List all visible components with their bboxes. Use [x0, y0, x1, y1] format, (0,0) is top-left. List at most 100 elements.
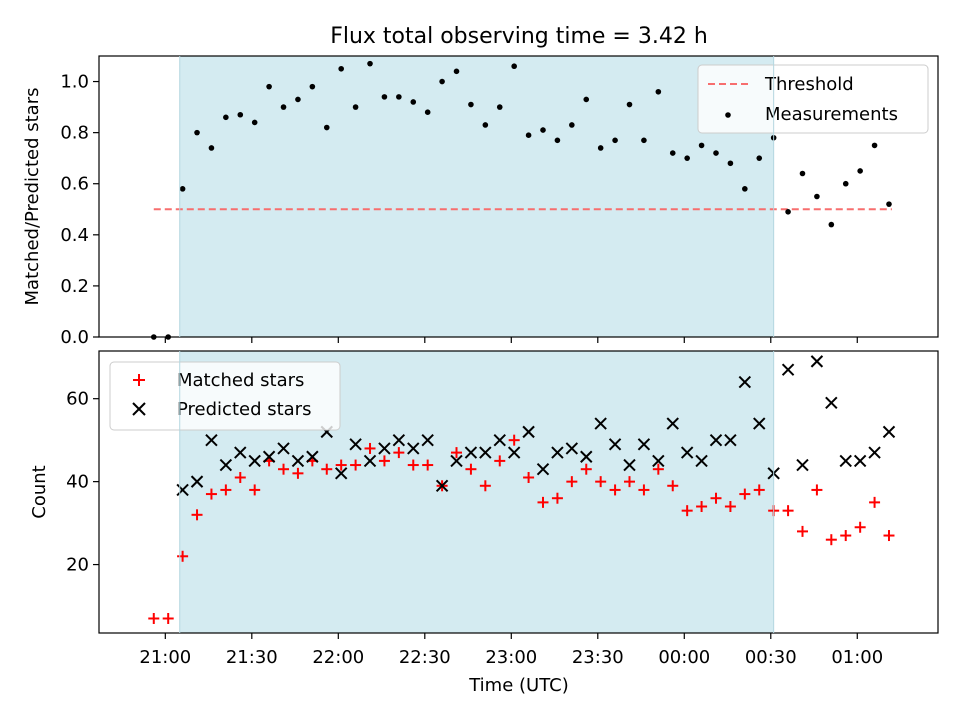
measurements-series	[150, 60, 892, 340]
matched-stars-point	[321, 463, 333, 475]
measurement-point	[857, 168, 863, 174]
top-legend: Threshold Measurements	[697, 64, 929, 134]
x-tick-label: 23:30	[572, 647, 624, 668]
measurement-point	[453, 68, 460, 75]
predicted-stars-point	[176, 483, 189, 497]
measurement-point	[496, 104, 503, 110]
measurement-point	[237, 111, 244, 118]
measurement-point	[439, 78, 445, 85]
matched-stars-point	[205, 488, 217, 500]
matched-stars-point	[465, 463, 477, 475]
measurement-point	[569, 122, 575, 128]
predicted-stars-point	[882, 425, 896, 439]
measurement-point	[583, 96, 590, 103]
measurement-point	[280, 104, 287, 110]
bottom-legend-box	[109, 361, 341, 431]
measurement-point	[669, 150, 676, 156]
matched-stars-point	[580, 463, 592, 475]
predicted-stars-point	[450, 454, 463, 468]
predicted-stars-point	[507, 446, 521, 459]
legend-matched-swatch	[133, 374, 145, 386]
measurement-point	[842, 180, 849, 187]
top-observing-window-shade	[179, 56, 774, 337]
predicted-stars-point	[724, 433, 737, 447]
matched-stars-point	[854, 521, 866, 533]
top-y-tick-label: 0.4	[60, 225, 89, 246]
measurement-point	[756, 155, 763, 161]
matched-stars-point	[234, 471, 246, 483]
predicted-stars-point	[680, 446, 694, 459]
matched-stars-point	[162, 612, 174, 624]
top-y-tick-label: 0.2	[60, 276, 89, 297]
predicted-stars-point	[753, 417, 766, 430]
predicted-stars-point	[392, 433, 406, 447]
measurement-point	[424, 109, 431, 115]
matched-stars-point	[638, 484, 650, 496]
matched-stars-point	[537, 496, 549, 508]
measurement-point	[396, 94, 402, 100]
matched-stars-point	[739, 488, 751, 500]
predicted-stars-point	[652, 454, 665, 468]
predicted-stars-point	[248, 454, 261, 468]
matched-stars-point	[724, 501, 736, 513]
matched-stars-point	[422, 459, 434, 471]
top-legend-box	[697, 64, 929, 134]
measurement-point	[208, 145, 215, 151]
bottom-y-axis-ticks: 20 40 60	[66, 389, 99, 576]
predicted-stars-point	[580, 450, 593, 463]
measurement-point	[468, 101, 474, 108]
measurement-point	[323, 124, 330, 131]
predicted-stars-point	[738, 375, 752, 389]
predicted-stars-point	[825, 396, 838, 410]
predicted-stars-point	[493, 433, 506, 447]
top-y-tick-label: 0.6	[60, 174, 89, 195]
matched-stars-point	[796, 525, 808, 537]
matched-stars-point	[451, 447, 463, 459]
predicted-stars-point	[781, 363, 795, 376]
x-tick-label: 21:30	[226, 647, 278, 668]
measurement-point	[266, 83, 272, 90]
measurement-point	[698, 142, 705, 149]
measurement-point	[525, 132, 532, 138]
measurement-point	[612, 137, 618, 144]
predicted-stars-point	[594, 417, 607, 430]
measurement-point	[295, 96, 301, 103]
measurement-point	[641, 137, 647, 144]
bottom-panel: 20 40 60 21:00 21:30 22:00 22:30 23:00 23:30 00:…	[29, 350, 939, 696]
x-tick-label: 23:00	[485, 647, 537, 668]
measurement-point	[251, 119, 258, 126]
measurement-point	[828, 221, 835, 228]
predicted-stars-point	[695, 454, 708, 468]
measurement-point	[511, 63, 517, 70]
predicted-stars-point	[277, 442, 290, 455]
measurement-point	[352, 104, 359, 110]
measurement-point	[814, 193, 820, 200]
matched-stars-point	[364, 442, 376, 454]
matched-stars-point	[393, 447, 405, 459]
matched-stars-point	[494, 455, 506, 467]
predicted-stars-point	[306, 450, 319, 463]
measurement-point	[410, 99, 417, 105]
predicted-stars-point	[378, 442, 391, 455]
matched-stars-point	[566, 476, 578, 488]
bottom-y-axis-label: Count	[29, 465, 50, 518]
matched-stars-point	[407, 459, 419, 471]
x-tick-label: 00:00	[658, 647, 710, 668]
matched-stars-point	[681, 505, 693, 517]
predicted-stars-point	[234, 446, 247, 459]
measurement-point	[886, 201, 892, 207]
predicted-stars-point	[666, 417, 679, 430]
bottom-legend: Matched stars Predicted stars	[109, 361, 341, 431]
predicted-stars-point	[421, 433, 434, 447]
measurement-point	[727, 160, 734, 167]
predicted-stars-point	[637, 438, 651, 451]
bottom-y-tick-label: 20	[66, 555, 89, 576]
predicted-stars-point	[810, 355, 824, 368]
matched-stars-point	[508, 434, 520, 446]
measurement-point	[338, 65, 344, 72]
measurement-point	[785, 209, 791, 215]
predicted-stars-point	[868, 446, 881, 459]
predicted-stars-point	[190, 475, 204, 488]
matched-stars-point	[191, 509, 203, 521]
